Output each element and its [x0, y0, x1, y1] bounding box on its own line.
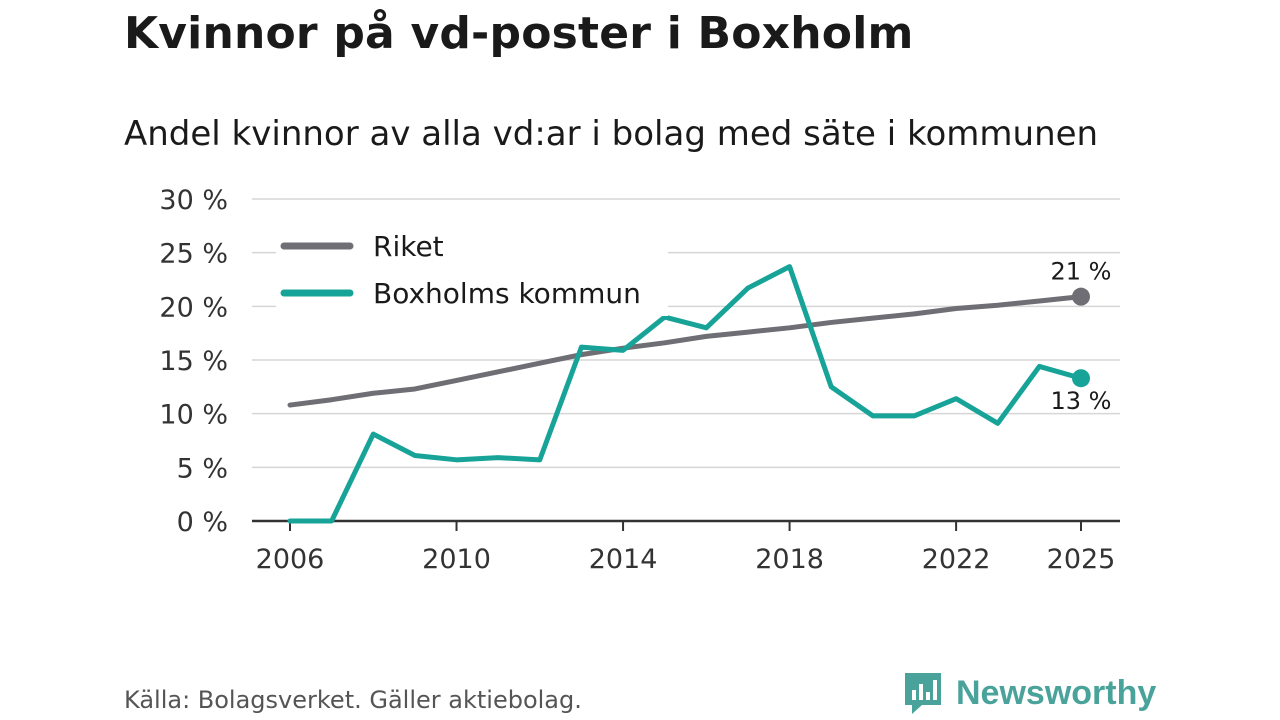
end-label-boxholm: 13 % [1051, 387, 1112, 415]
chart-subtitle: Andel kvinnor av alla vd:ar i bolag med … [124, 114, 1099, 154]
end-point-marker [1072, 287, 1090, 306]
series-line-boxholm [287, 264, 1084, 524]
y-tick-label: 30 % [159, 185, 228, 216]
end-point-marker [1072, 369, 1090, 388]
series-line-riket [287, 294, 1084, 408]
legend-label: Boxholms kommun [373, 277, 641, 310]
x-tick-label: 2014 [589, 544, 658, 575]
x-tick-label: 2018 [755, 544, 824, 575]
brand-logo: Newsworthy [902, 670, 1156, 716]
y-tick-label: 15 % [159, 346, 228, 377]
legend-background [276, 224, 668, 316]
legend-label: Riket [373, 230, 444, 263]
x-tick-label: 2010 [422, 544, 491, 575]
y-tick-label: 5 % [177, 453, 228, 484]
newsworthy-logo-icon [905, 673, 941, 714]
y-tick-label: 25 % [159, 239, 228, 270]
source-note: Källa: Bolagsverket. Gäller aktiebolag. [124, 686, 582, 714]
x-tick-label: 2022 [922, 544, 991, 575]
end-labels: 21 % 13 % [1051, 258, 1112, 416]
series-lines [287, 264, 1090, 524]
brand-name: Newsworthy [956, 673, 1157, 712]
x-tick-label: 2006 [256, 544, 325, 575]
y-axis: 0 % 5 % 10 % 15 % 20 % 25 % 30 % [159, 185, 228, 538]
x-tick-label: 2025 [1047, 544, 1116, 575]
end-label-riket: 21 % [1051, 258, 1112, 286]
y-tick-label: 0 % [177, 507, 228, 538]
x-axis: 2006 2010 2014 2018 2022 2025 [252, 519, 1120, 575]
y-tick-label: 10 % [159, 400, 228, 431]
legend: Riket Boxholms kommun [276, 224, 668, 316]
chart-title: Kvinnor på vd-poster i Boxholm [124, 8, 914, 59]
y-tick-label: 20 % [159, 292, 228, 323]
